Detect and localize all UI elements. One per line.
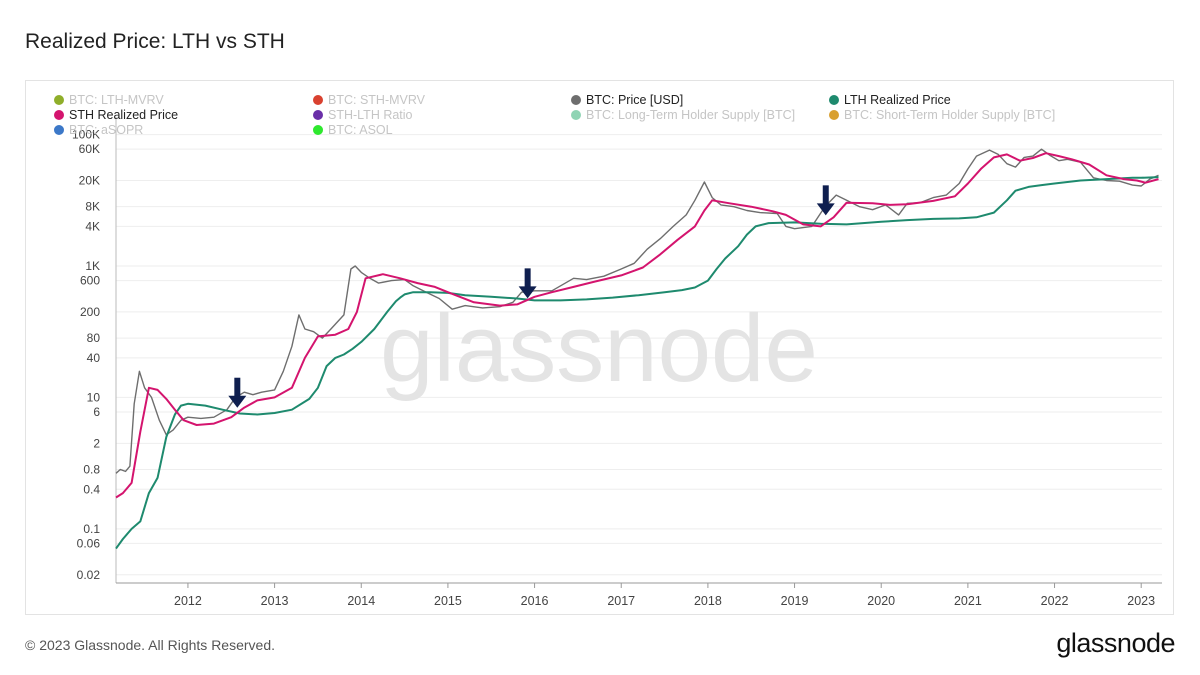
x-tick-label: 2014 — [347, 594, 375, 608]
y-tick-label: 0.8 — [83, 463, 100, 477]
x-tick-label: 2019 — [781, 594, 809, 608]
y-tick-label: 0.06 — [77, 536, 101, 550]
y-tick-label: 40 — [87, 351, 101, 365]
grid — [116, 134, 1162, 576]
legend-dot-icon — [829, 110, 839, 120]
legend-label: STH Realized Price — [69, 108, 179, 122]
legend-label: BTC: ASOL — [328, 123, 393, 137]
legend-label: BTC: aSOPR — [69, 123, 144, 137]
y-tick-label: 1K — [85, 259, 100, 273]
arrow-shaft — [822, 185, 829, 206]
x-tick-label: 2021 — [954, 594, 982, 608]
brand-logo: glassnode — [1056, 628, 1175, 658]
x-tick-label: 2013 — [261, 594, 289, 608]
arrow-down-icon — [816, 185, 835, 216]
legend-item-sth-mvrv[interactable]: BTC: STH-MVRV — [313, 93, 425, 107]
y-tick-label: 10 — [87, 390, 101, 404]
legend-item-lth-supply[interactable]: BTC: Long-Term Holder Supply [BTC] — [571, 108, 795, 122]
legend-dot-icon — [54, 110, 64, 120]
y-tick-label: 4K — [85, 219, 100, 233]
legend-label: BTC: LTH-MVRV — [69, 93, 164, 107]
legend-dot-icon — [313, 125, 323, 135]
x-tick-label: 2020 — [867, 594, 895, 608]
legend-label: BTC: Long-Term Holder Supply [BTC] — [586, 108, 796, 122]
y-tick-label: 6 — [93, 405, 100, 419]
chart-svg: glassnode 0.02 0.060.1 0.4 0.8 2 610 40 80 200 60… — [72, 117, 1162, 608]
x-tick-label: 2015 — [434, 594, 462, 608]
series-sth-realized-line — [115, 152, 1159, 499]
arrow-down-icon — [518, 268, 537, 299]
legend-dot-icon — [54, 125, 64, 135]
legend-label: BTC: Price [USD] — [586, 93, 684, 107]
x-tick-label: 2023 — [1127, 594, 1155, 608]
y-tick-label: 80 — [87, 331, 101, 345]
legend-dot-icon — [571, 95, 581, 105]
legend-dot-icon — [313, 110, 323, 120]
legend-label: STH-LTH Ratio — [328, 108, 413, 122]
x-tick-label: 2016 — [521, 594, 549, 608]
arrow-shaft — [234, 377, 241, 398]
legend-item-lth-mvrv[interactable]: BTC: LTH-MVRV — [54, 93, 164, 107]
y-tick-label: 0.02 — [77, 568, 101, 582]
legend-item-price[interactable]: BTC: Price [USD] — [571, 93, 683, 107]
arrow-head — [518, 286, 537, 299]
legend-dot-icon — [54, 95, 64, 105]
page-title: Realized Price: LTH vs STH — [25, 30, 285, 53]
legend-dot-icon — [571, 110, 581, 120]
legend-item-lth-realized[interactable]: LTH Realized Price — [829, 93, 951, 107]
legend-label: BTC: STH-MVRV — [328, 93, 425, 107]
legend-dot-icon — [829, 95, 839, 105]
y-tick-label: 0.1 — [83, 522, 100, 536]
watermark: glassnode — [380, 295, 818, 402]
y-tick-label: 200 — [80, 305, 100, 319]
copyright-footer: © 2023 Glassnode. All Rights Reserved. — [25, 637, 276, 653]
legend-item-asopr[interactable]: BTC: aSOPR — [54, 123, 143, 137]
chart-panel: glassnode 0.02 0.06 0.1 0.4 0.8 2 6 10 40 80 200 60… — [25, 80, 1174, 615]
arrow-head — [228, 395, 247, 408]
y-tick-label: 100K — [72, 128, 100, 142]
legend-item-sth-supply[interactable]: BTC: Short-Term Holder Supply [BTC] — [829, 108, 1055, 122]
arrow-down-icon — [228, 377, 247, 408]
y-tick-label: 0.4 — [83, 482, 100, 496]
y-tick-label: 20K — [79, 174, 100, 188]
y-tick-label: 60K — [79, 142, 100, 156]
y-tick-label: 600 — [80, 274, 100, 288]
legend-dot-icon — [313, 95, 323, 105]
x-tick-label: 2017 — [607, 594, 635, 608]
y-tick-label: 2 — [93, 436, 100, 450]
arrow-shaft — [524, 268, 531, 289]
y-tick-label: 8K — [85, 200, 100, 214]
x-tick-label: 2018 — [694, 594, 722, 608]
x-tick-label: 2022 — [1041, 594, 1069, 608]
legend-item-sth-lth-ratio[interactable]: STH-LTH Ratio — [313, 108, 413, 122]
legend-label: BTC: Short-Term Holder Supply [BTC] — [844, 108, 1056, 122]
annotations-layer — [228, 185, 835, 408]
legend-item-sth-realized[interactable]: STH Realized Price — [54, 108, 178, 122]
legend-item-asol[interactable]: BTC: ASOL — [313, 123, 393, 137]
x-tick-label: 2012 — [174, 594, 202, 608]
series-lth-realized-line — [115, 176, 1159, 550]
arrow-head — [816, 203, 835, 216]
legend-label: LTH Realized Price — [844, 93, 951, 107]
